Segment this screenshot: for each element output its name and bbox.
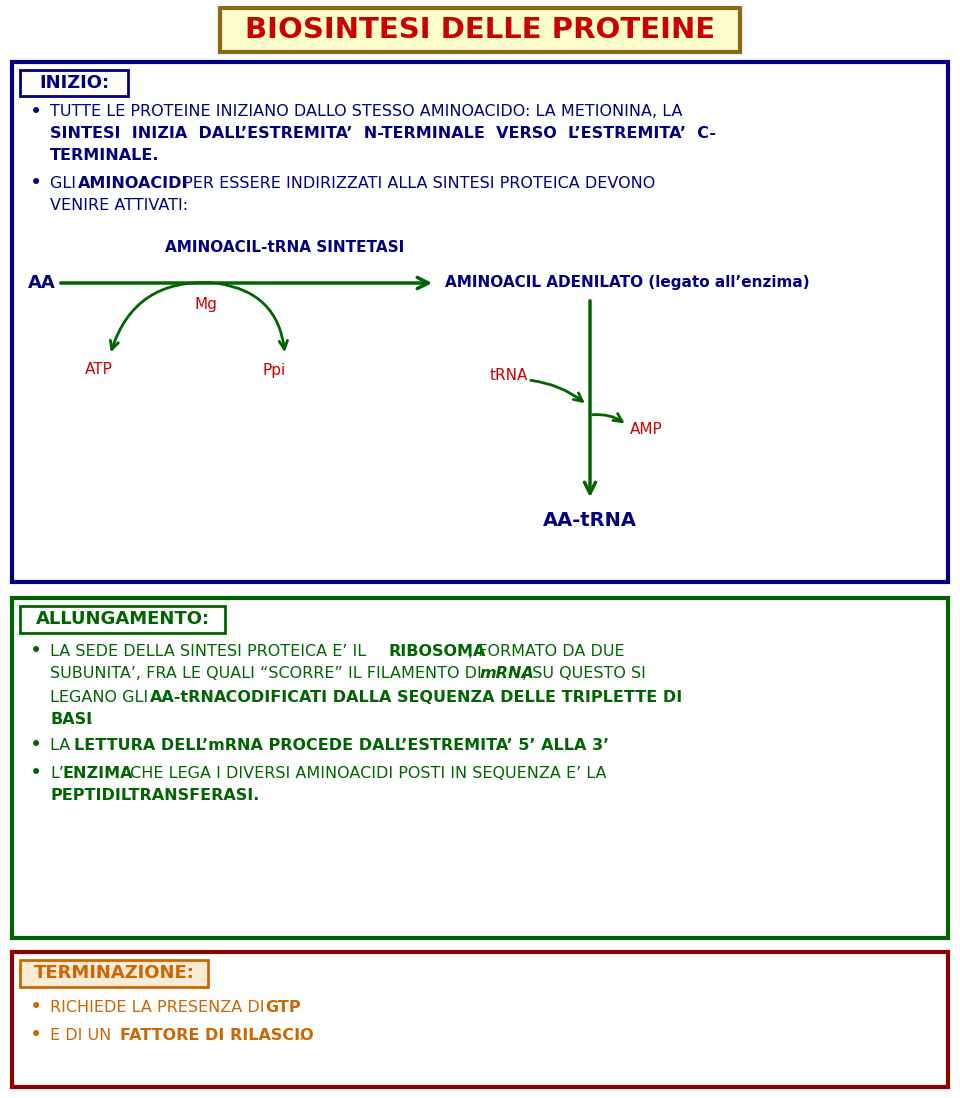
Text: SUBUNITA’, FRA LE QUALI “SCORRE” IL FILAMENTO DI: SUBUNITA’, FRA LE QUALI “SCORRE” IL FILA… (50, 666, 487, 682)
Text: PEPTIDILTRANSFERASI.: PEPTIDILTRANSFERASI. (50, 788, 259, 804)
Text: .: . (298, 1028, 303, 1042)
Text: AA: AA (28, 274, 56, 292)
Text: LA SEDE DELLA SINTESI PROTEICA E’ IL: LA SEDE DELLA SINTESI PROTEICA E’ IL (50, 643, 372, 659)
Text: , FORMATO DA DUE: , FORMATO DA DUE (468, 643, 625, 659)
Text: AMINOACIDI: AMINOACIDI (78, 176, 188, 190)
Text: GLI: GLI (50, 176, 82, 190)
Text: TERMINAZIONE:: TERMINAZIONE: (34, 964, 195, 983)
Text: •: • (30, 102, 42, 122)
Text: SINTESI  INIZIA  DALL’ESTREMITA’  N-TERMINALE  VERSO  L’ESTREMITA’  C-: SINTESI INIZIA DALL’ESTREMITA’ N-TERMINA… (50, 126, 716, 142)
Text: CODIFICATI DALLA SEQUENZA DELLE TRIPLETTE DI: CODIFICATI DALLA SEQUENZA DELLE TRIPLETT… (220, 690, 683, 705)
FancyBboxPatch shape (20, 606, 225, 634)
Text: RICHIEDE LA PRESENZA DI: RICHIEDE LA PRESENZA DI (50, 999, 270, 1015)
Text: •: • (30, 997, 42, 1017)
Text: TERMINALE.: TERMINALE. (50, 148, 159, 164)
FancyBboxPatch shape (12, 952, 948, 1087)
Text: AMINOACIL ADENILATO (legato all’enzima): AMINOACIL ADENILATO (legato all’enzima) (445, 276, 809, 291)
FancyBboxPatch shape (12, 598, 948, 938)
Text: •: • (30, 641, 42, 661)
Text: PER ESSERE INDIRIZZATI ALLA SINTESI PROTEICA DEVONO: PER ESSERE INDIRIZZATI ALLA SINTESI PROT… (178, 176, 656, 190)
Text: ATP: ATP (85, 362, 113, 378)
Text: CHE LEGA I DIVERSI AMINOACIDI POSTI IN SEQUENZA E’ LA: CHE LEGA I DIVERSI AMINOACIDI POSTI IN S… (125, 765, 607, 781)
Text: ENZIMA: ENZIMA (63, 765, 133, 781)
Text: VENIRE ATTIVATI:: VENIRE ATTIVATI: (50, 198, 188, 213)
Text: Mg: Mg (195, 298, 218, 313)
Text: tRNA: tRNA (490, 368, 528, 382)
Text: BIOSINTESI DELLE PROTEINE: BIOSINTESI DELLE PROTEINE (245, 16, 715, 44)
Text: FATTORE DI RILASCIO: FATTORE DI RILASCIO (120, 1028, 314, 1042)
Text: L’: L’ (50, 765, 64, 781)
Text: LA: LA (50, 738, 76, 752)
Text: TUTTE LE PROTEINE INIZIANO DALLO STESSO AMINOACIDO: LA METIONINA, LA: TUTTE LE PROTEINE INIZIANO DALLO STESSO … (50, 104, 683, 120)
Text: .: . (87, 713, 92, 728)
Text: AA-tRNA: AA-tRNA (150, 690, 228, 705)
FancyBboxPatch shape (220, 8, 740, 52)
Text: •: • (30, 763, 42, 783)
Text: GTP: GTP (265, 999, 300, 1015)
Text: AA-tRNA: AA-tRNA (543, 511, 637, 529)
Text: LEGANO GLI: LEGANO GLI (50, 690, 154, 705)
Text: , SU QUESTO SI: , SU QUESTO SI (522, 666, 646, 682)
FancyBboxPatch shape (20, 70, 128, 96)
Text: •: • (30, 173, 42, 193)
Text: LETTURA DELL’mRNA PROCEDE DALL’ESTREMITA’ 5’ ALLA 3’: LETTURA DELL’mRNA PROCEDE DALL’ESTREMITA… (74, 738, 610, 752)
Text: RIBOSOMA: RIBOSOMA (388, 643, 486, 659)
Text: INIZIO:: INIZIO: (39, 74, 109, 92)
FancyBboxPatch shape (20, 960, 208, 987)
Text: Ppi: Ppi (263, 362, 286, 378)
FancyBboxPatch shape (12, 61, 948, 582)
Text: •: • (30, 1026, 42, 1045)
Text: BASI: BASI (50, 713, 92, 728)
Text: •: • (30, 735, 42, 755)
Text: E DI UN: E DI UN (50, 1028, 116, 1042)
Text: mRNA: mRNA (480, 666, 535, 682)
Text: ALLUNGAMENTO:: ALLUNGAMENTO: (36, 610, 209, 628)
Text: AMINOACIL-tRNA SINTETASI: AMINOACIL-tRNA SINTETASI (165, 240, 404, 256)
Text: AMP: AMP (630, 423, 662, 437)
